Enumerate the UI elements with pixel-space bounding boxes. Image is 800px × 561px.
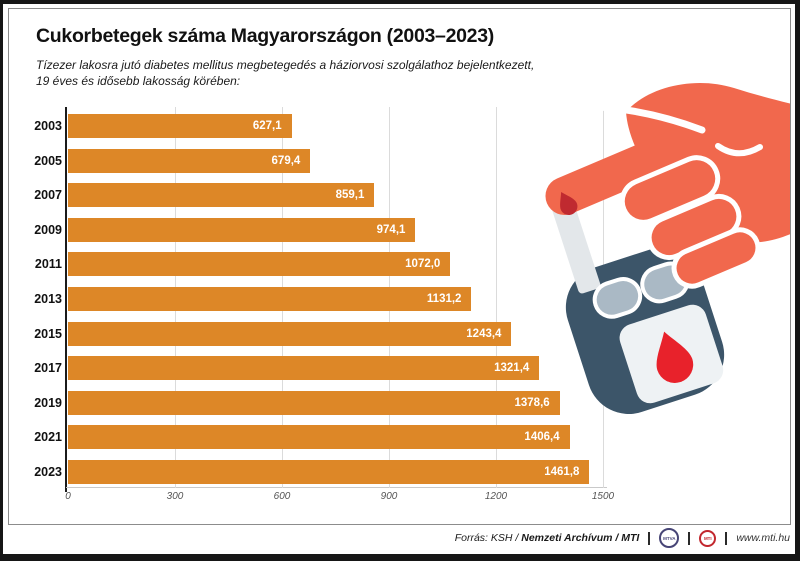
x-tick-label: 300 [166, 491, 184, 502]
x-tick-label: 0 [65, 491, 71, 502]
mti-logo: MTI [699, 529, 717, 547]
mtva-logo: MTVA [659, 528, 680, 548]
bar: 859,1 [68, 183, 375, 208]
bar-value-label: 1321,4 [494, 362, 530, 375]
page-title: Cukorbetegek száma Magyarországon (2003–… [36, 25, 494, 47]
year-label: 2013 [34, 292, 62, 306]
bar: 627,1 [68, 114, 292, 138]
year-label: 2007 [34, 188, 62, 203]
x-tick-label: 1200 [484, 491, 508, 502]
bar-value-label: 974,1 [376, 223, 406, 236]
bar-value-label: 1461,8 [544, 466, 580, 478]
plot-area: 0 300 600 900 1200 1500 2003 627,1 2005 679,4 2007… [9, 9, 790, 524]
year-label: 2015 [34, 326, 62, 341]
subtitle-line-2: 19 éves és idősebb lakosság körében: [36, 73, 241, 88]
bar-value-label: 859,1 [335, 189, 365, 202]
year-label: 2009 [34, 222, 62, 237]
source-text: Forrás: KSH / Nemzeti Archívum / MTI [455, 532, 640, 544]
year-label: 2017 [34, 361, 62, 376]
chart-frame: Cukorbetegek száma Magyarországon (2003–… [8, 8, 791, 525]
year-label: 2023 [34, 465, 62, 479]
bar: 679,4 [68, 148, 311, 173]
footer-separator [648, 531, 651, 545]
bar-value-label: 1072,0 [405, 258, 441, 271]
bar-value-label: 679,4 [271, 154, 301, 167]
bar: 1321,4 [68, 356, 540, 381]
bar: 1461,8 [68, 460, 590, 484]
source-slash: / [615, 532, 619, 544]
bar: 1072,0 [68, 252, 451, 277]
footer-separator [725, 531, 728, 545]
year-label: 2011 [34, 257, 62, 272]
source-prefix: Forrás: KSH / [454, 532, 519, 544]
subtitle-line-1: Tízezer lakosra jutó diabetes mellitus m… [36, 58, 535, 72]
bar-value-label: 1378,6 [514, 396, 550, 409]
x-tick-label: 900 [380, 491, 398, 502]
bar: 1378,6 [68, 390, 560, 415]
y-axis-line [65, 107, 67, 492]
website-link[interactable]: www.mti.hu [736, 532, 790, 544]
bar-value-label: 1406,4 [524, 431, 560, 444]
footer-separator [688, 531, 691, 545]
year-label: 2003 [34, 119, 62, 133]
footer-source-bar: Forrás: KSH / Nemzeti Archívum / MTI MTV… [455, 527, 790, 549]
source-mti: MTI [621, 532, 640, 544]
year-label: 2005 [34, 153, 62, 168]
bar: 974,1 [68, 217, 416, 242]
bar: 1243,4 [68, 321, 512, 346]
gridline [495, 107, 497, 488]
bar: 1131,2 [68, 287, 472, 311]
year-label: 2021 [34, 430, 62, 445]
bar-value-label: 627,1 [252, 120, 282, 132]
bar: 1406,4 [68, 425, 570, 450]
x-tick-label: 600 [273, 491, 291, 502]
x-tick-label: 1500 [591, 491, 615, 502]
gridline [602, 107, 604, 488]
year-label: 2019 [34, 395, 62, 410]
source-archive: Nemzeti Archívum [521, 532, 613, 544]
chart-subtitle: Tízezer lakosra jutó diabetes mellitus m… [36, 58, 534, 89]
x-axis-line [66, 487, 607, 488]
bar-value-label: 1243,4 [466, 327, 502, 340]
bar-value-label: 1131,2 [426, 293, 462, 305]
